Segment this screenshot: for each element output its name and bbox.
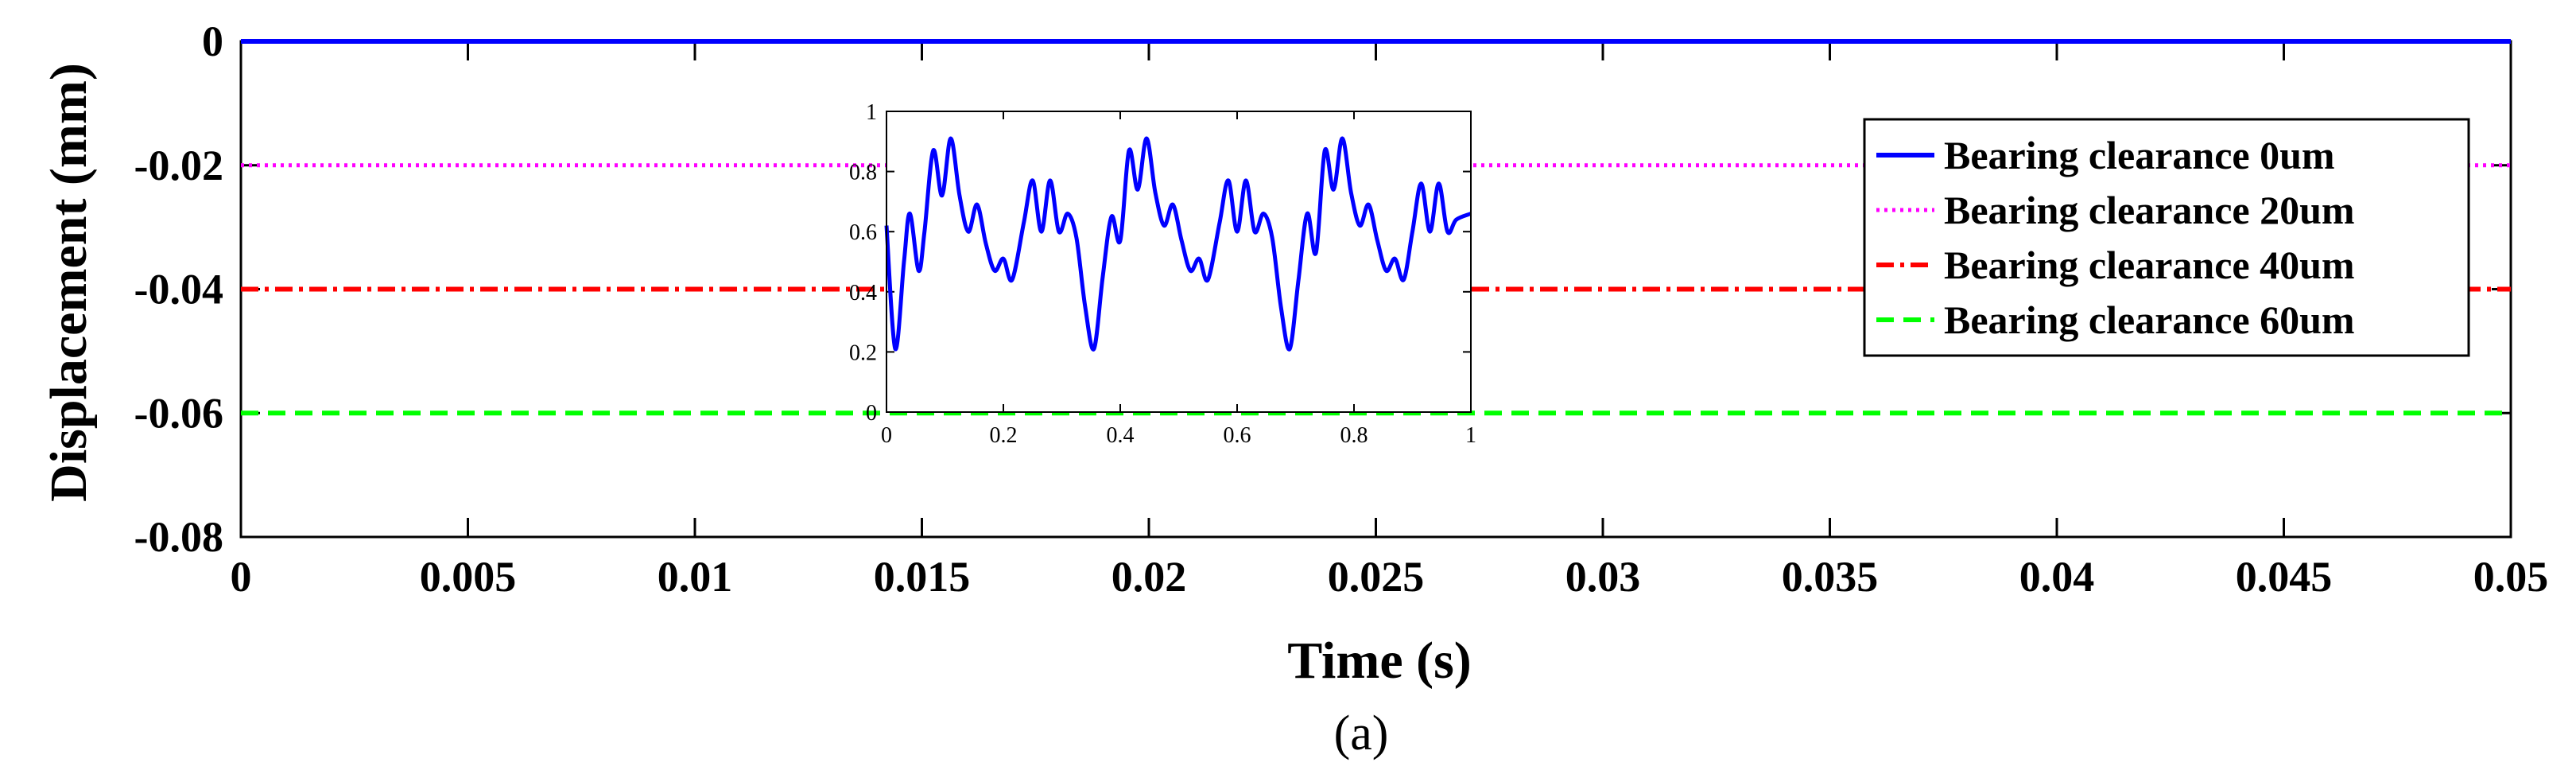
y-tick-label: -0.08 (134, 513, 223, 561)
legend-label-1: Bearing clearance 20um (1944, 188, 2355, 232)
legend-box (1863, 118, 2470, 357)
x-tick-label: 0.005 (420, 553, 517, 601)
x-axis: 0 0.005 0.01 0.015 0.02 0.025 0.03 0.035 0.04 0.0… (231, 41, 2549, 601)
inset-x-tick-label: 0 (881, 423, 892, 448)
x-tick-label: 0.01 (658, 553, 733, 601)
inset-x-tick-label: 0.8 (1340, 423, 1368, 448)
inset-x-tick-label: 0.4 (1107, 423, 1135, 448)
x-tick-label: 0.035 (1782, 553, 1879, 601)
inset-x-tick-label: 1 (1465, 423, 1476, 448)
inset-y-tick-label: 1 (866, 100, 877, 125)
x-axis-title: Time (s) (1287, 632, 1472, 690)
legend-label-2: Bearing clearance 40um (1944, 243, 2355, 287)
x-tick-label: 0 (231, 553, 252, 601)
inset-frame (886, 111, 1472, 413)
x-tick-label: 0.05 (2473, 553, 2549, 601)
legend-items: Bearing clearance 0um Bearing clearance 2… (1876, 133, 2355, 342)
y-tick-label: -0.04 (134, 266, 223, 313)
inset-plot: 1 0.8 0.6 0.4 0.2 00 0.2 0.4 0.6 0.8 1 (849, 100, 1476, 448)
x-tick-label: 0.045 (2236, 553, 2333, 601)
figure-caption: (a) (1334, 706, 1389, 760)
y-tick-label: 0 (202, 18, 223, 65)
inset-y-tick-label: 0 (866, 401, 877, 426)
legend-label-3: Bearing clearance 60um (1944, 298, 2355, 342)
x-tick-label: 0.015 (874, 553, 971, 601)
inset-y-tick-label: 0.4 (849, 281, 877, 305)
inset-x-tick-label: 0.6 (1224, 423, 1251, 448)
x-tick-label: 0.03 (1565, 553, 1641, 601)
inset-y-tick-label: 0.6 (849, 220, 877, 245)
inset-y-tick-label: 0.8 (849, 161, 877, 185)
x-tick-label: 0.04 (2019, 553, 2095, 601)
main-plot: 0 -0.02 -0.04 -0.06 -0.08 0 0.005 0.01 0.015 0.0… (40, 18, 2548, 690)
y-axis: 0 -0.02 -0.04 -0.06 -0.08 (134, 18, 2511, 561)
legend-label-0: Bearing clearance 0um (1944, 133, 2335, 177)
x-tick-label: 0.025 (1328, 553, 1425, 601)
inset-x-tick-label: 0.2 (990, 423, 1018, 448)
x-tick-label: 0.02 (1111, 553, 1187, 601)
inset-background (886, 111, 1471, 412)
y-axis-title: Displacement (mm) (40, 63, 98, 502)
y-tick-label: -0.06 (134, 389, 223, 437)
inset-y-tick-label: 0.2 (849, 340, 877, 365)
inset-series-line (884, 136, 1472, 352)
y-tick-label: -0.02 (134, 142, 223, 189)
legend: Bearing clearance 0um Bearing clearance 2… (1863, 118, 2470, 357)
